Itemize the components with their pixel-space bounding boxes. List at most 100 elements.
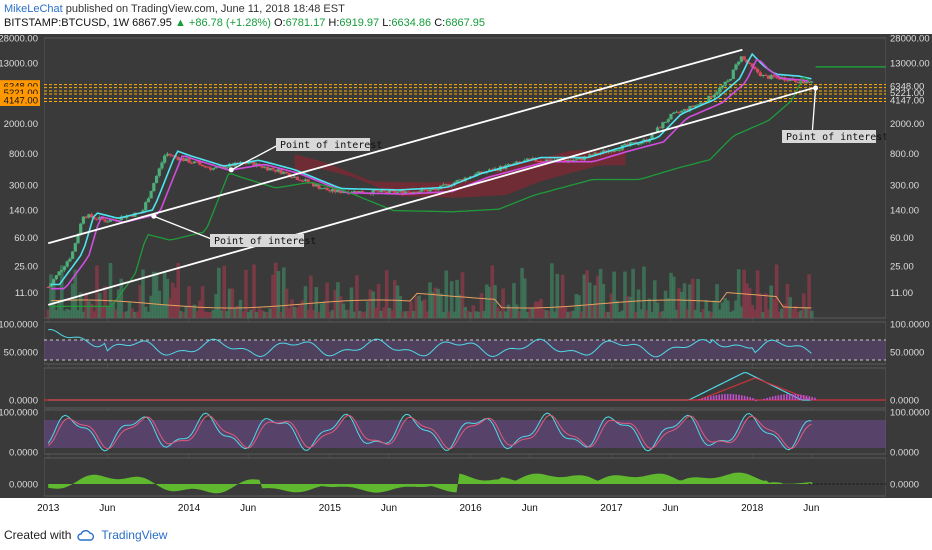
signal-line (48, 377, 812, 401)
volume-bar (766, 309, 771, 318)
annotation-arrowhead (151, 213, 157, 219)
volume-bar (111, 302, 116, 318)
candle-body (747, 62, 752, 64)
candle-body (76, 234, 80, 244)
macd-histogram-bar (749, 397, 752, 400)
volume-bar (615, 300, 619, 318)
candle-body (650, 132, 654, 140)
volume-bar (723, 298, 727, 318)
candle-body (249, 161, 253, 164)
candle-body (290, 176, 294, 178)
candle-body (130, 215, 134, 217)
candle-body (57, 271, 61, 276)
candle-body (333, 189, 337, 193)
volume-bar (707, 311, 711, 318)
candle-body (46, 287, 50, 289)
macd-histogram-bar (752, 397, 754, 400)
volume-bar (333, 289, 338, 318)
candle-body (409, 191, 413, 193)
indicator-tick-left: 0.0000 (9, 480, 38, 491)
volume-bar (696, 278, 700, 318)
volume-bar (550, 263, 554, 318)
volume-bar (604, 311, 608, 318)
candle-body (203, 166, 207, 168)
indicator-tick-left: 100.0000 (0, 408, 38, 419)
volume-bar (585, 270, 589, 318)
volume-bar (141, 269, 145, 318)
candle-body (701, 102, 706, 104)
candle-body (682, 109, 687, 111)
volume-bar (317, 311, 321, 318)
volume-bar (181, 311, 186, 318)
macd-histogram-bar (724, 394, 726, 400)
y-tick-label-left: 13000.00 (0, 58, 38, 69)
footer: Created with TradingView (4, 528, 167, 542)
volume-bar (103, 286, 107, 318)
volume-bar (647, 298, 652, 318)
candle-body (404, 191, 408, 194)
candle-body (79, 223, 83, 235)
tradingview-brand[interactable]: TradingView (101, 528, 168, 542)
volume-bar (709, 311, 714, 318)
x-tick-label: Jun (663, 503, 679, 514)
volume-bar (349, 287, 354, 318)
candle-body (487, 169, 492, 172)
author-link[interactable]: MikeLeChat (4, 3, 63, 15)
volume-bar (750, 304, 755, 318)
y-tick-label-right: 28000.00 (890, 34, 930, 45)
rsi-panel: 100.0000 100.0000 50.0000 50.0000 (0, 320, 930, 361)
candle-body (734, 64, 738, 70)
candle-body (666, 119, 670, 122)
candle-body (108, 219, 113, 222)
y-tick-label-left: 60.00 (14, 233, 38, 244)
candle-body (623, 143, 627, 145)
volume-bar (598, 268, 603, 318)
candle-body (106, 221, 110, 223)
y-tick-label-right: 11.00 (890, 288, 913, 299)
candle-body (612, 150, 616, 152)
volume-bar (498, 311, 503, 318)
volume-bar (439, 293, 443, 318)
volume-bar (384, 270, 389, 318)
volume-bar (577, 295, 581, 318)
close-label: C: (434, 17, 446, 29)
volume-bar (211, 309, 216, 318)
stoch-band (44, 420, 886, 448)
volume-bar (49, 274, 53, 318)
conversion-line (51, 52, 812, 286)
macd-histogram-bar (721, 394, 723, 400)
volume-bar (799, 310, 803, 318)
candle-body (60, 269, 64, 272)
candle-body (793, 80, 798, 82)
annotation-arrowhead (228, 167, 234, 173)
volume-bar (579, 311, 584, 318)
volume-bar (720, 302, 725, 318)
created-with-text: Created with (4, 528, 72, 542)
candle-body (390, 190, 394, 192)
volume-bar (325, 282, 329, 318)
volume-bar (755, 270, 760, 318)
volume-bar (628, 296, 633, 318)
volume-bar (476, 311, 481, 318)
annotation-box (276, 138, 370, 151)
volume-bar (219, 310, 224, 318)
volume-bar (68, 309, 72, 318)
candle-body (715, 92, 719, 95)
volume-bar (663, 290, 668, 318)
high-value: 6919.97 (339, 17, 380, 29)
candle-body (263, 166, 267, 168)
volume-bar (355, 275, 359, 318)
right-axis-bg (886, 34, 932, 498)
candle-body (420, 189, 424, 192)
candle-body (376, 191, 381, 193)
volume-bar (92, 311, 97, 318)
candle-body (802, 79, 806, 84)
chart-area[interactable]: Point of interest Point of interest Point … (0, 34, 932, 520)
volume-bar (674, 309, 679, 318)
macd-histogram-bar (709, 396, 712, 400)
time-axis[interactable]: 2013 Jun 2014 Jun 2015 Jun 2016 Jun 2017 Jun 2018 J… (0, 498, 932, 520)
volume-bar (763, 293, 768, 318)
volume-bar (688, 284, 692, 318)
volume-bar (344, 309, 348, 318)
